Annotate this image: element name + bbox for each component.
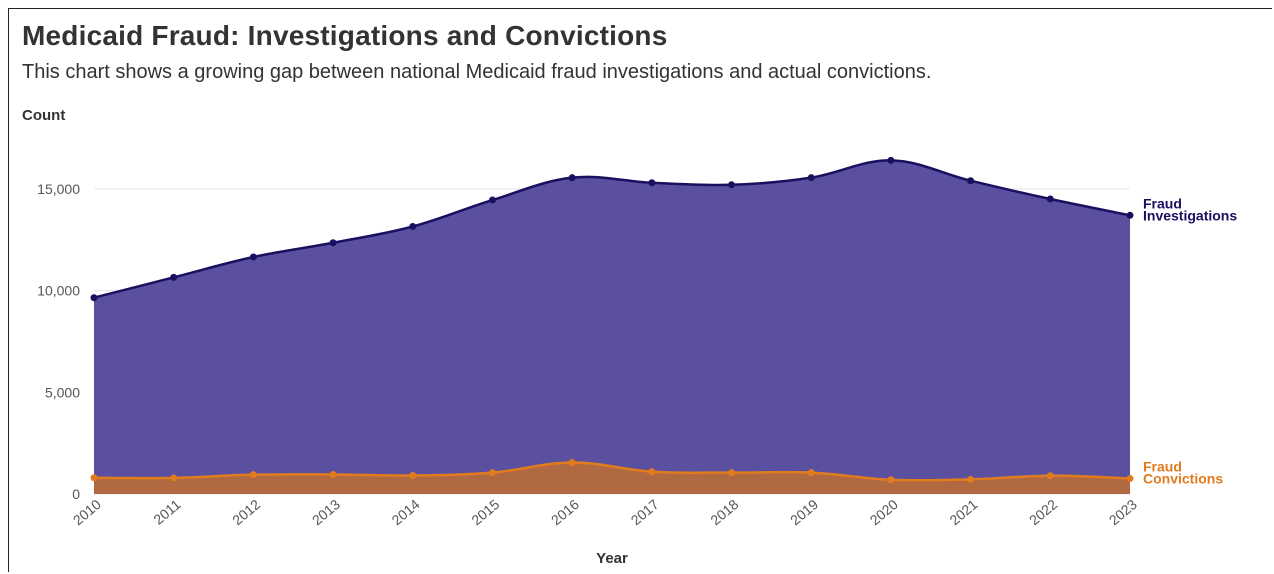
convictions-point-2020 xyxy=(887,476,895,484)
y-tick-label: 10,000 xyxy=(37,283,80,299)
convictions-point-2016 xyxy=(568,458,576,466)
investigations-area xyxy=(94,160,1130,495)
x-tick-label: 2022 xyxy=(1026,496,1060,528)
investigations-point-2012 xyxy=(249,253,257,261)
x-tick-label: 2013 xyxy=(309,496,343,528)
investigations-point-2018 xyxy=(728,181,736,189)
investigations-point-2010 xyxy=(90,294,98,302)
investigations-point-2014 xyxy=(409,222,417,230)
convictions-point-2021 xyxy=(967,475,975,483)
convictions-point-2023 xyxy=(1126,475,1134,483)
chart-subtitle: This chart shows a growing gap between n… xyxy=(22,61,932,83)
x-axis-title: Year xyxy=(596,550,628,567)
x-tick-label: 2021 xyxy=(946,496,980,528)
y-tick-label: 0 xyxy=(72,486,80,502)
convictions-point-2017 xyxy=(648,468,656,476)
x-tick-label: 2014 xyxy=(389,496,423,528)
x-tick-label: 2018 xyxy=(707,496,741,528)
investigations-point-2017 xyxy=(648,179,656,187)
x-tick-label: 2017 xyxy=(628,496,662,528)
investigations-line xyxy=(93,159,1131,299)
series-points xyxy=(90,156,1134,484)
investigations-point-2016 xyxy=(568,174,576,182)
x-tick-label: 2019 xyxy=(787,496,821,528)
investigations-point-2011 xyxy=(170,273,178,281)
x-tick-label: 2011 xyxy=(150,496,184,528)
investigations-point-2020 xyxy=(887,156,895,164)
chart-title: Medicaid Fraud: Investigations and Convi… xyxy=(22,20,668,51)
investigations-point-2015 xyxy=(488,196,496,204)
investigations-point-2021 xyxy=(967,177,975,185)
convictions-point-2011 xyxy=(170,474,178,482)
convictions-point-2010 xyxy=(90,474,98,482)
y-tick-label: 5,000 xyxy=(45,384,80,400)
investigations-series-label: Fraud xyxy=(1143,195,1182,211)
convictions-series-label: Fraud xyxy=(1143,459,1182,475)
investigations-point-2019 xyxy=(807,174,815,182)
x-tick-label: 2015 xyxy=(468,496,502,528)
series-lines xyxy=(93,159,1131,482)
x-tick-label: 2020 xyxy=(867,496,901,528)
investigations-point-2022 xyxy=(1046,195,1054,203)
x-tick-label: 2016 xyxy=(548,496,582,528)
x-tick-label: 2012 xyxy=(229,496,263,528)
investigations-point-2013 xyxy=(329,239,337,247)
convictions-area xyxy=(94,462,1130,494)
convictions-point-2014 xyxy=(409,471,417,479)
x-tick-label: 2023 xyxy=(1106,496,1140,528)
convictions-point-2012 xyxy=(249,471,257,479)
convictions-point-2022 xyxy=(1046,472,1054,480)
convictions-line xyxy=(93,461,1131,482)
investigations-point-2023 xyxy=(1126,211,1134,219)
convictions-series-label: Convictions xyxy=(1143,471,1223,487)
y-tick-label: 15,000 xyxy=(37,181,80,197)
convictions-point-2015 xyxy=(488,469,496,477)
y-axis-title: Count xyxy=(22,107,65,124)
convictions-point-2013 xyxy=(329,470,337,478)
chart-frame xyxy=(8,8,1272,572)
series-areas xyxy=(94,160,1130,495)
convictions-point-2019 xyxy=(807,469,815,477)
convictions-point-2018 xyxy=(728,469,736,477)
investigations-series-label: Investigations xyxy=(1143,207,1237,223)
